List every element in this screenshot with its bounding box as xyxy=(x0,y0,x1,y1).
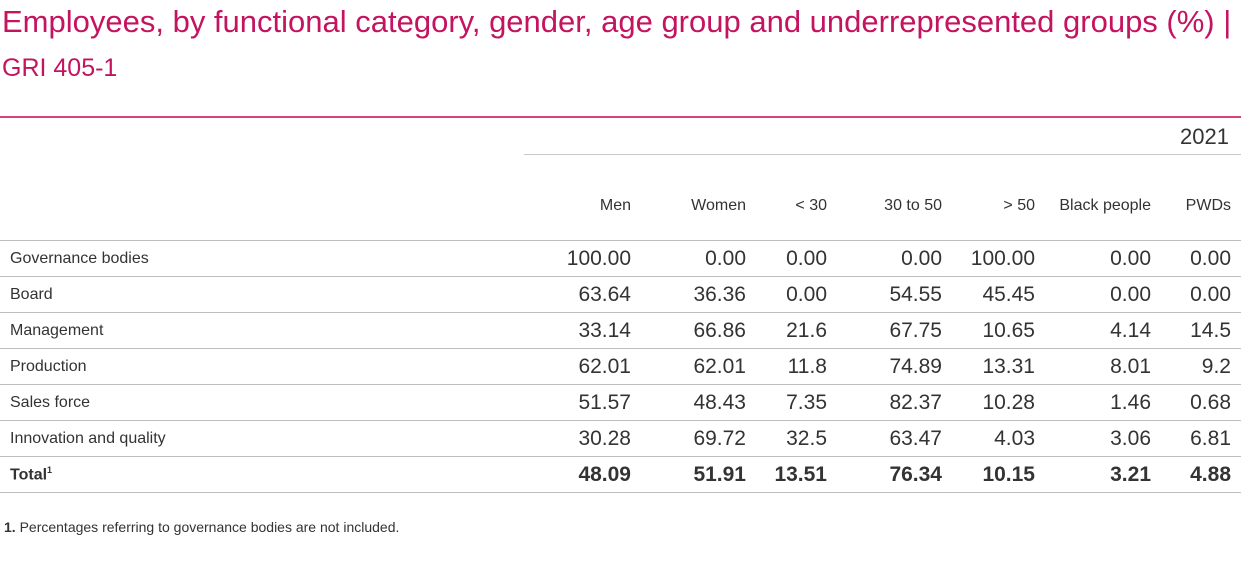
total-cell: 3.21 xyxy=(1045,456,1161,493)
total-cell: 10.15 xyxy=(952,456,1045,493)
column-header: < 30 xyxy=(756,170,837,241)
table-cell: 63.64 xyxy=(524,276,641,313)
column-header: > 50 xyxy=(952,170,1045,241)
header-empty xyxy=(0,170,524,241)
table-cell: 30.28 xyxy=(524,420,641,457)
title-rule xyxy=(0,116,1241,118)
footnote-text: Percentages referring to governance bodi… xyxy=(19,519,400,535)
table-cell: 14.5 xyxy=(1161,312,1241,349)
title-main: Employees, by functional category, gende… xyxy=(2,4,1215,39)
table-cell: 0.00 xyxy=(1161,276,1241,313)
table-cell: 0.00 xyxy=(1045,240,1161,277)
table-cell: 0.00 xyxy=(756,240,837,277)
table-cell: 62.01 xyxy=(641,348,756,385)
column-header: 30 to 50 xyxy=(837,170,952,241)
table-cell: 100.00 xyxy=(524,240,641,277)
table-row: Sales force 51.57 48.43 7.35 82.37 10.28 1.46 0… xyxy=(0,384,1241,421)
page-title: Employees, by functional category, gende… xyxy=(2,0,1232,90)
total-label-text: Total xyxy=(10,466,48,484)
table-cell: 45.45 xyxy=(952,276,1045,313)
title-separator: | xyxy=(1223,4,1232,39)
row-label: Innovation and quality xyxy=(0,420,524,457)
total-cell: 51.91 xyxy=(641,456,756,493)
table-row: Governance bodies 100.00 0.00 0.00 0.00 100.0… xyxy=(0,240,1241,277)
table-cell: 0.00 xyxy=(1161,240,1241,277)
table-cell: 62.01 xyxy=(524,348,641,385)
table-row: Board 63.64 36.36 0.00 54.55 45.45 0.00 0.00 xyxy=(0,276,1241,313)
table-cell: 10.28 xyxy=(952,384,1045,421)
table-cell: 8.01 xyxy=(1045,348,1161,385)
table-row: Management 33.14 66.86 21.6 67.75 10.65 4.14 14… xyxy=(0,312,1241,349)
row-label: Production xyxy=(0,348,524,385)
table-cell: 36.36 xyxy=(641,276,756,313)
column-header: Black people xyxy=(1045,170,1161,241)
table-cell: 6.81 xyxy=(1161,420,1241,457)
table-cell: 0.00 xyxy=(756,276,837,313)
row-label: Sales force xyxy=(0,384,524,421)
year-header: 2021 xyxy=(1180,124,1229,149)
total-cell: 76.34 xyxy=(837,456,952,493)
table-cell: 63.47 xyxy=(837,420,952,457)
total-cell: 13.51 xyxy=(756,456,837,493)
total-label: Total1 xyxy=(0,456,524,493)
footnote-marker: 1 xyxy=(47,464,53,475)
column-header: PWDs xyxy=(1161,170,1241,241)
table-cell: 54.55 xyxy=(837,276,952,313)
table-cell: 7.35 xyxy=(756,384,837,421)
row-label: Governance bodies xyxy=(0,240,524,277)
table-cell: 66.86 xyxy=(641,312,756,349)
table-cell: 13.31 xyxy=(952,348,1045,385)
table-cell: 51.57 xyxy=(524,384,641,421)
header-row: Men Women < 30 30 to 50 > 50 Black people PWDs xyxy=(0,170,1241,241)
table-cell: 69.72 xyxy=(641,420,756,457)
table-cell: 11.8 xyxy=(756,348,837,385)
table-cell: 100.00 xyxy=(952,240,1045,277)
table-cell: 0.00 xyxy=(641,240,756,277)
table-cell: 74.89 xyxy=(837,348,952,385)
row-label: Board xyxy=(0,276,524,313)
footnote: 1. Percentages referring to governance b… xyxy=(4,519,399,535)
column-header: Men xyxy=(524,170,641,241)
table-row: Production 62.01 62.01 11.8 74.89 13.31 8.01 9.… xyxy=(0,348,1241,385)
gri-code: GRI 405-1 xyxy=(2,54,118,82)
table-cell: 82.37 xyxy=(837,384,952,421)
footnote-number: 1. xyxy=(4,519,16,535)
total-cell: 4.88 xyxy=(1161,456,1241,493)
table-cell: 0.00 xyxy=(837,240,952,277)
table-cell: 4.14 xyxy=(1045,312,1161,349)
table-cell: 4.03 xyxy=(952,420,1045,457)
table-cell: 21.6 xyxy=(756,312,837,349)
column-header: Women xyxy=(641,170,756,241)
year-rule xyxy=(524,154,1241,155)
table-cell: 33.14 xyxy=(524,312,641,349)
employees-table: Men Women < 30 30 to 50 > 50 Black people PWDs… xyxy=(0,170,1241,493)
table-cell: 9.2 xyxy=(1161,348,1241,385)
total-cell: 48.09 xyxy=(524,456,641,493)
table-cell: 32.5 xyxy=(756,420,837,457)
table-cell: 0.00 xyxy=(1045,276,1161,313)
table-row: Innovation and quality 30.28 69.72 32.5 63.4… xyxy=(0,420,1241,457)
total-row: Total1 48.09 51.91 13.51 76.34 10.15 3.21 4.88 xyxy=(0,456,1241,493)
table-cell: 0.68 xyxy=(1161,384,1241,421)
row-label: Management xyxy=(0,312,524,349)
table-cell: 67.75 xyxy=(837,312,952,349)
table-cell: 48.43 xyxy=(641,384,756,421)
table-cell: 10.65 xyxy=(952,312,1045,349)
table-cell: 1.46 xyxy=(1045,384,1161,421)
table-cell: 3.06 xyxy=(1045,420,1161,457)
